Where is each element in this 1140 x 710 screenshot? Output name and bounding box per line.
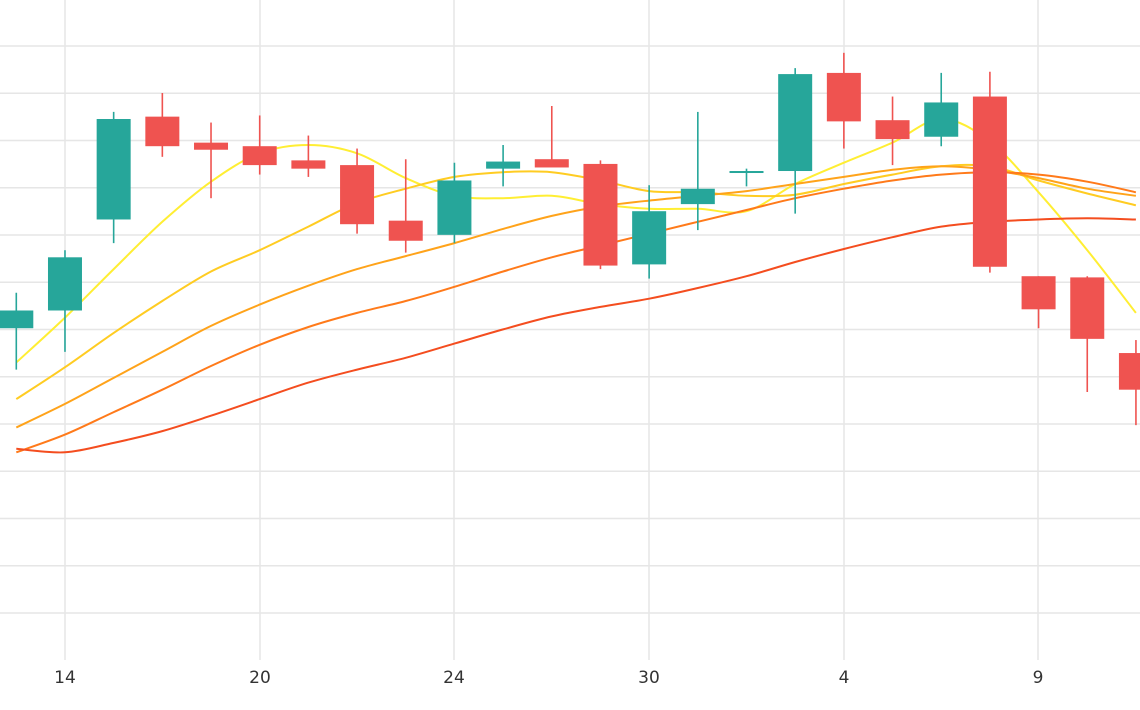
- candle: [826, 52, 861, 149]
- candle-body: [680, 188, 715, 205]
- candle: [1021, 276, 1056, 329]
- candle: [291, 135, 326, 177]
- candle-body: [972, 96, 1007, 267]
- candle: [778, 68, 813, 214]
- candle-body: [826, 72, 861, 122]
- candle: [437, 162, 472, 244]
- x-axis-tick-labels: 14 20 24 30 4 9: [54, 668, 1043, 688]
- candle-body: [534, 159, 569, 168]
- x-tick-label: 20: [249, 668, 271, 688]
- moving-average-lines: [15, 117, 1137, 454]
- candle: [388, 159, 423, 253]
- candle-body: [1070, 277, 1105, 339]
- x-tick-label: 24: [443, 668, 465, 688]
- candle-body: [924, 102, 959, 137]
- candle-body: [437, 180, 472, 235]
- candle: [242, 115, 277, 175]
- x-tick-label: 4: [839, 668, 850, 688]
- candle: [96, 111, 131, 244]
- moving-average-line-60: [16, 217, 1136, 454]
- moving-average-line-30: [15, 171, 1137, 454]
- grid-lines: [0, 0, 1140, 660]
- candle-body: [291, 160, 326, 169]
- candle: [194, 122, 229, 199]
- candle: [534, 106, 569, 168]
- candle: [875, 96, 910, 166]
- candle: [486, 145, 521, 187]
- candle-body: [96, 119, 131, 220]
- candle-body: [242, 146, 277, 166]
- x-tick-label: 14: [54, 668, 76, 688]
- candle-body: [47, 257, 82, 311]
- candle: [145, 93, 180, 157]
- candle-body: [1021, 276, 1056, 310]
- candle-body: [388, 220, 423, 241]
- candle-body: [0, 310, 34, 329]
- candle-body: [1118, 353, 1140, 390]
- candle: [924, 72, 959, 147]
- candle-body: [875, 120, 910, 140]
- candle: [1070, 276, 1105, 393]
- candle-body: [778, 74, 813, 172]
- candle: [632, 185, 667, 279]
- x-tick-label: 9: [1033, 668, 1044, 688]
- candle-body: [583, 163, 618, 266]
- candle: [47, 250, 82, 352]
- candle-body: [194, 142, 229, 150]
- x-tick-label: 30: [638, 668, 660, 688]
- candle: [680, 111, 715, 231]
- moving-average-line-20: [15, 165, 1137, 429]
- candle-body: [340, 165, 375, 225]
- candle-body: [486, 161, 521, 169]
- candle: [729, 168, 764, 187]
- candle-body: [729, 171, 764, 174]
- candles: [0, 52, 1140, 426]
- candle: [583, 160, 618, 270]
- candle-body: [145, 116, 180, 147]
- candle: [972, 71, 1007, 273]
- candle: [0, 292, 34, 370]
- moving-average-line-5: [15, 117, 1137, 364]
- candle: [340, 148, 375, 234]
- candle: [1118, 340, 1140, 426]
- candle-body: [632, 211, 667, 265]
